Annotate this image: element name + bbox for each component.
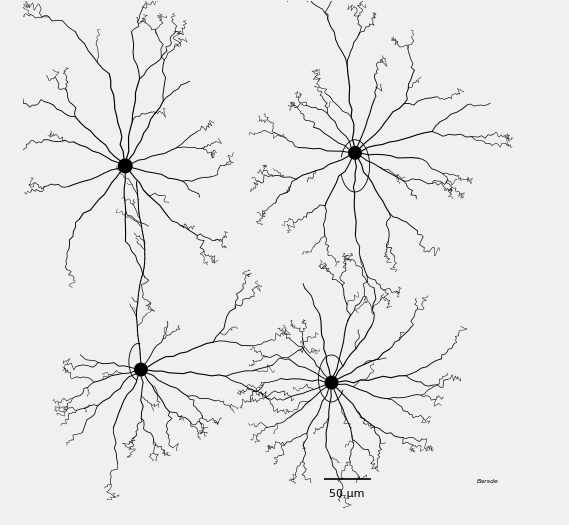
Circle shape bbox=[325, 376, 338, 389]
Circle shape bbox=[135, 363, 147, 376]
Circle shape bbox=[349, 146, 361, 159]
Circle shape bbox=[118, 159, 132, 173]
Text: 50 μm: 50 μm bbox=[329, 489, 365, 499]
Text: Barsde: Barsde bbox=[477, 479, 498, 485]
